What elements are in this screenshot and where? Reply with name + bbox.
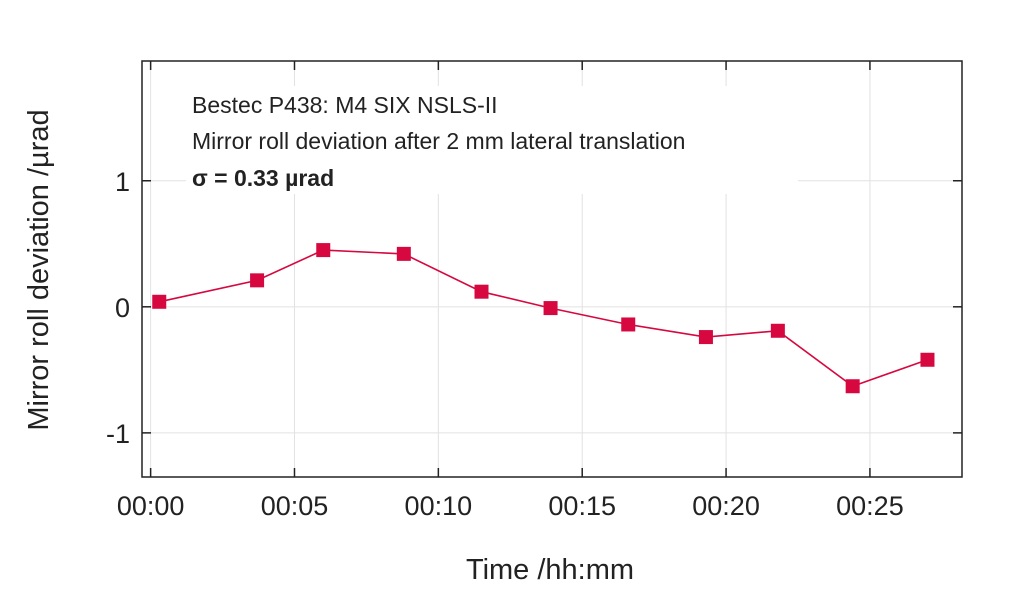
data-point-marker xyxy=(396,246,411,261)
annotation-background xyxy=(186,86,798,194)
data-point-marker xyxy=(474,284,489,299)
series xyxy=(152,243,935,394)
axis-ticks xyxy=(142,61,962,477)
annotation-line: Bestec P438: M4 SIX NSLS-II xyxy=(192,92,498,118)
data-point-marker xyxy=(698,330,713,345)
annotation-line: Mirror roll deviation after 2 mm lateral… xyxy=(192,128,685,154)
plot-frame xyxy=(141,60,963,478)
series-line xyxy=(159,249,928,388)
x-tick-label: 00:15 xyxy=(548,491,616,521)
y-axis-label: Mirror roll deviation /µrad xyxy=(23,109,55,430)
x-axis-label: Time /hh:mm xyxy=(466,554,634,586)
data-point-marker xyxy=(250,273,265,288)
annotations: Bestec P438: M4 SIX NSLS-II Mirror roll d… xyxy=(192,92,685,191)
data-point-marker xyxy=(621,317,636,332)
x-tick-label: 00:20 xyxy=(692,491,760,521)
data-point-marker xyxy=(316,243,331,258)
y-tick-label: -1 xyxy=(106,419,130,449)
annotation-box xyxy=(186,86,798,194)
y-tick-label: 0 xyxy=(115,293,130,323)
x-tick-label: 00:00 xyxy=(117,491,185,521)
data-point-marker xyxy=(770,323,785,338)
data-point-marker xyxy=(152,294,167,309)
data-point-marker xyxy=(920,352,935,367)
annotation-line: σ = 0.33 µrad xyxy=(192,165,334,191)
y-tick-label: 1 xyxy=(115,167,130,197)
tick-labels: 00:00 00:05 00:10 00:15 00:20 00:25 1 0 -1 xyxy=(106,167,904,521)
x-tick-label: 00:10 xyxy=(405,491,473,521)
x-tick-label: 00:25 xyxy=(836,491,904,521)
data-point-marker xyxy=(845,379,860,394)
x-tick-label: 00:05 xyxy=(261,491,329,521)
data-point-marker xyxy=(543,301,558,316)
